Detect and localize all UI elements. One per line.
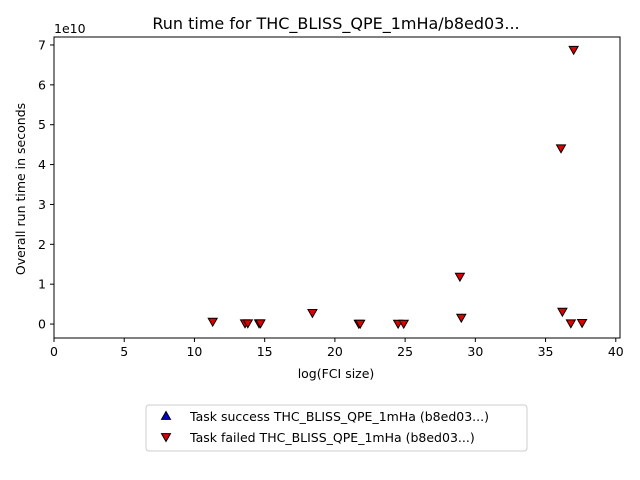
data-point-failed [576, 318, 588, 329]
y-tick-label: 0 [38, 317, 46, 332]
y-tick-label: 4 [38, 157, 46, 172]
data-point-failed [568, 45, 580, 56]
x-tick-label: 5 [120, 344, 128, 359]
plot-area [53, 36, 621, 339]
data-point-failed [555, 144, 567, 154]
data-point-failed [398, 319, 410, 330]
y-tick-label: 5 [38, 117, 46, 132]
data-point-failed [255, 319, 266, 329]
x-axis-label: log(FCI size) [298, 366, 375, 381]
data-point-failed [242, 319, 254, 329]
x-tick-label: 25 [397, 344, 413, 359]
x-tick-label: 20 [327, 344, 343, 359]
data-points [207, 45, 588, 330]
axes-frame [53, 36, 621, 339]
y-tick-label: 6 [38, 77, 46, 92]
x-tick-label: 10 [186, 344, 202, 359]
x-tick-label: 0 [50, 344, 58, 359]
y-tick-label: 1 [38, 277, 46, 292]
x-tick-label: 35 [538, 344, 554, 359]
legend-label-success: Task success THC_BLISS_QPE_1mHa (b8ed03.… [189, 409, 489, 424]
x-tick-label: 40 [608, 344, 624, 359]
y-tick-label: 2 [38, 237, 46, 252]
x-tick-label: 15 [257, 344, 273, 359]
y-tick-label: 7 [38, 37, 46, 52]
y-tick-label: 3 [38, 197, 46, 212]
legend-label-failed: Task failed THC_BLISS_QPE_1mHa (b8ed03..… [189, 430, 475, 445]
legend-marker-success [160, 410, 172, 420]
legend: Task success THC_BLISS_QPE_1mHa (b8ed03.… [145, 404, 528, 452]
data-point-failed [354, 319, 366, 330]
chart-title: Run time for THC_BLISS_QPE_1mHa/b8ed03..… [152, 14, 519, 34]
y-axis-ticks: 0 1 2 3 4 5 6 7 [38, 37, 54, 332]
data-point-failed [565, 319, 577, 329]
y-axis-label: Overall run time in seconds [13, 103, 28, 275]
data-point-failed [307, 309, 318, 319]
data-point-failed [454, 272, 466, 283]
data-point-failed [557, 307, 568, 318]
legend-marker-failed [160, 433, 172, 443]
x-axis-ticks: 0 5 10 15 20 25 30 35 40 [50, 338, 624, 359]
y-axis-scale-label: 1e10 [54, 21, 86, 36]
legend-box [145, 404, 528, 452]
data-point-failed [455, 313, 467, 324]
x-tick-label: 30 [467, 344, 483, 359]
data-point-failed [207, 317, 219, 328]
